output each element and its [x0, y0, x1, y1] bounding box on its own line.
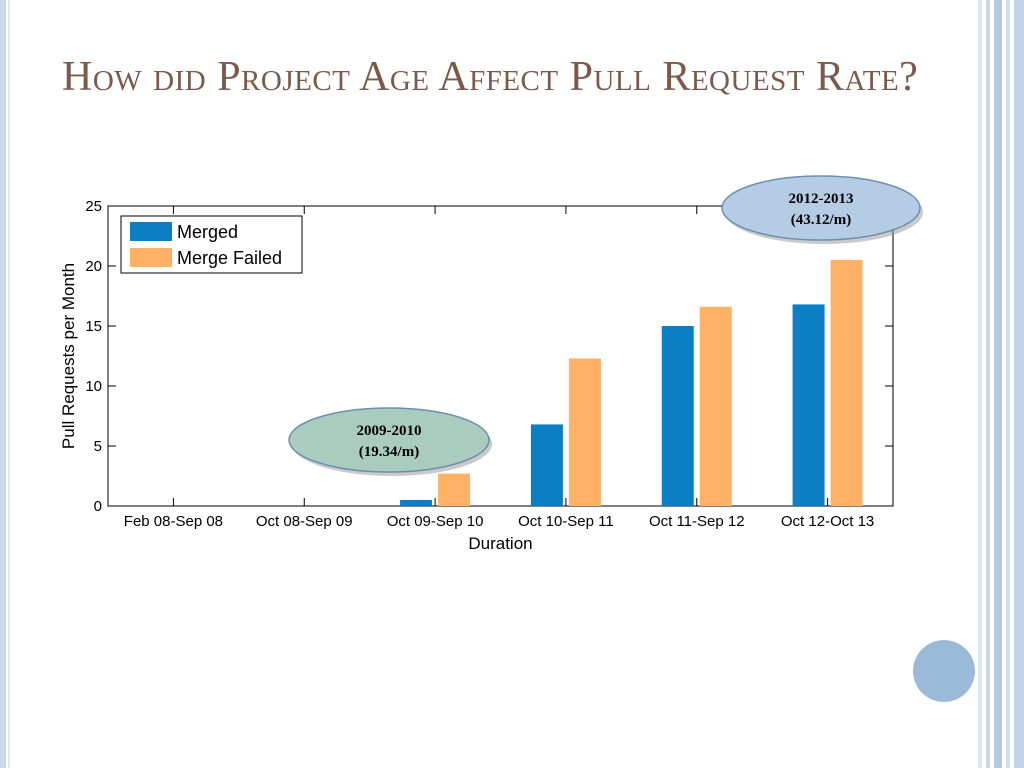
bar-merged: [661, 326, 694, 506]
x-tick-label: Oct 12-Oct 13: [781, 513, 874, 530]
decorative-circle: [913, 640, 975, 702]
bar-merge-failed: [568, 358, 601, 506]
annotation-period: 2012-2013: [789, 191, 854, 207]
y-tick-label: 10: [85, 378, 102, 395]
legend-label: Merged: [177, 222, 238, 242]
right-border-stripes: [978, 0, 1024, 768]
annotation-period: 2009-2010: [357, 423, 422, 439]
x-tick-label: Oct 08-Sep 09: [256, 513, 353, 530]
legend-label: Merge Failed: [177, 248, 282, 268]
left-border-rule-thin: [8, 0, 10, 768]
bar-merge-failed: [830, 260, 863, 506]
legend-swatch: [130, 248, 172, 267]
x-axis-label: Duration: [468, 534, 532, 553]
bar-merge-failed: [699, 306, 732, 506]
bar-merge-failed: [438, 473, 471, 506]
annotation-rate: (43.12/m): [791, 212, 851, 228]
left-border-rule: [0, 0, 6, 768]
y-axis-label: Pull Requests per Month: [59, 263, 78, 449]
slide-title: How did Project Age Affect Pull Request …: [62, 54, 919, 100]
y-tick-label: 0: [94, 498, 102, 515]
y-tick-label: 5: [94, 438, 102, 455]
y-tick-label: 15: [85, 318, 102, 335]
bar-merged: [400, 500, 433, 506]
x-tick-label: Feb 08-Sep 08: [124, 513, 223, 530]
bar-merged: [792, 304, 825, 506]
x-tick-label: Oct 09-Sep 10: [387, 513, 484, 530]
annotation-bubble: [288, 407, 490, 473]
bar-merged: [530, 424, 563, 506]
legend-swatch: [130, 222, 172, 241]
annotation-bubble: [721, 175, 921, 241]
x-tick-label: Oct 10-Sep 11: [518, 513, 614, 530]
y-tick-label: 20: [85, 258, 102, 275]
y-tick-label: 25: [85, 198, 102, 215]
annotation-rate: (19.34/m): [359, 444, 419, 460]
x-tick-label: Oct 11-Sep 12: [649, 513, 745, 530]
